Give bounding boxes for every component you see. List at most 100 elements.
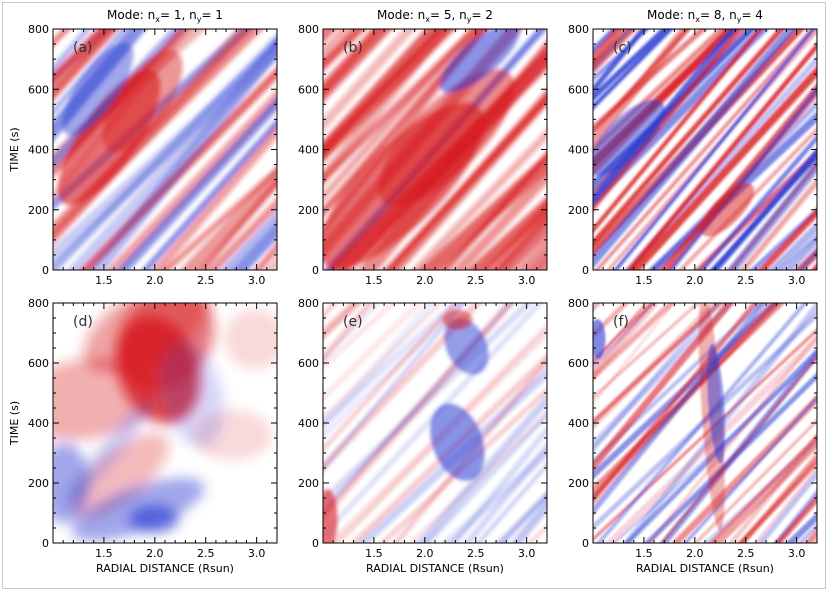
stripe — [767, 221, 817, 270]
stripe — [323, 29, 382, 98]
stripe — [593, 29, 669, 102]
stripe — [510, 498, 547, 543]
y-axis-label: TIME (s) — [8, 127, 21, 172]
x-tick-label: 3.0 — [248, 274, 266, 287]
x-tick-label: 2.0 — [416, 274, 434, 287]
stripe — [410, 128, 547, 270]
panel-title: Mode: nx= 1, ny= 1 — [107, 8, 223, 24]
stripe — [323, 303, 381, 363]
stripe — [647, 334, 817, 543]
intensity-blob — [593, 319, 606, 359]
intensity-blob — [700, 183, 755, 237]
stripe — [593, 303, 701, 400]
y-tick-label: 0 — [582, 264, 589, 277]
y-tick-label: 400 — [298, 144, 319, 157]
stripe — [323, 303, 424, 403]
stripe — [593, 29, 785, 247]
stripe — [708, 434, 817, 543]
panel-label: (a) — [73, 40, 93, 56]
stripe — [323, 303, 461, 428]
x-tick-label: 2.0 — [686, 547, 704, 560]
intensity-blob — [444, 317, 489, 375]
y-tick-label: 400 — [28, 144, 49, 157]
stripe — [151, 124, 277, 270]
stripe — [626, 42, 817, 270]
stripe — [774, 494, 817, 543]
x-tick-label: 2.5 — [737, 274, 755, 287]
y-tick-label: 0 — [42, 264, 49, 277]
stripe — [117, 96, 277, 270]
y-tick-label: 200 — [568, 477, 589, 490]
intensity-blob — [192, 410, 273, 460]
x-tick-label: 2.5 — [467, 274, 485, 287]
heatmap-field — [53, 29, 277, 270]
intensity-blob — [53, 443, 90, 523]
stripe — [415, 393, 547, 543]
y-tick-label: 600 — [28, 83, 49, 96]
y-tick-label: 200 — [28, 477, 49, 490]
panel-label: (b) — [343, 40, 363, 56]
x-tick-label: 2.5 — [737, 547, 755, 560]
stripe — [659, 354, 817, 543]
y-tick-label: 400 — [568, 144, 589, 157]
y-tick-label: 800 — [298, 23, 319, 36]
stripe — [53, 29, 113, 91]
stripe — [739, 177, 817, 270]
stripe — [424, 410, 547, 543]
stripe — [161, 166, 277, 270]
stripe — [441, 151, 547, 270]
y-tick-label: 800 — [568, 297, 589, 310]
x-tick-label: 2.0 — [146, 547, 164, 560]
stripe — [323, 303, 467, 472]
stripe — [714, 441, 817, 543]
intensity-blob — [323, 489, 338, 543]
stripe — [643, 372, 817, 543]
y-tick-label: 800 — [28, 297, 49, 310]
stripe — [179, 167, 277, 270]
stripe — [450, 425, 547, 543]
stripe — [463, 442, 547, 543]
y-tick-label: 0 — [582, 537, 589, 550]
stripe — [593, 29, 638, 75]
y-tick-label: 600 — [298, 357, 319, 370]
stripe — [593, 303, 758, 504]
stripe — [749, 207, 817, 270]
intensity-blob — [102, 50, 183, 153]
stripe — [88, 36, 277, 270]
stripe — [323, 29, 479, 203]
stripe — [451, 169, 547, 270]
stripe — [593, 29, 797, 269]
stripe — [593, 29, 650, 82]
x-tick-label: 3.0 — [518, 274, 536, 287]
x-tick-label: 3.0 — [518, 547, 536, 560]
intensity-blob — [430, 403, 485, 481]
stripe — [753, 467, 817, 543]
stripe — [593, 303, 721, 454]
stripe — [323, 303, 544, 540]
intensity-blob — [593, 99, 665, 176]
stripe — [476, 462, 547, 543]
stripe — [392, 356, 547, 543]
stripe — [630, 65, 817, 270]
stripe — [593, 29, 708, 132]
x-tick-label: 2.5 — [197, 547, 215, 560]
panel-f: 1.5 2.0 2.5 3.0 0 200 400 600 800 (f) RADIAL DISTA… — [568, 297, 818, 575]
stripe — [219, 210, 277, 270]
stripe — [106, 89, 277, 270]
x-tick-label: 3.0 — [248, 547, 266, 560]
intensity-blob — [83, 303, 211, 374]
y-tick-label: 600 — [568, 357, 589, 370]
intensity-blob — [128, 505, 179, 533]
panel-e: 1.5 2.0 2.5 3.0 0 200 400 600 800 (e) RADIAL DISTA… — [298, 297, 548, 575]
stripe — [323, 29, 451, 186]
panel-a: 1.5 2.0 2.5 3.0 0 200 400 600 800 (a) Mode: nx= 1,… — [8, 8, 278, 287]
stripe — [379, 387, 547, 543]
stripe — [726, 159, 817, 270]
intensity-blob — [53, 357, 156, 441]
y-tick-label: 0 — [312, 537, 319, 550]
stripe — [757, 470, 817, 543]
panel-title: Mode: nx= 5, ny= 2 — [377, 8, 493, 24]
intensity-blob — [63, 397, 155, 506]
